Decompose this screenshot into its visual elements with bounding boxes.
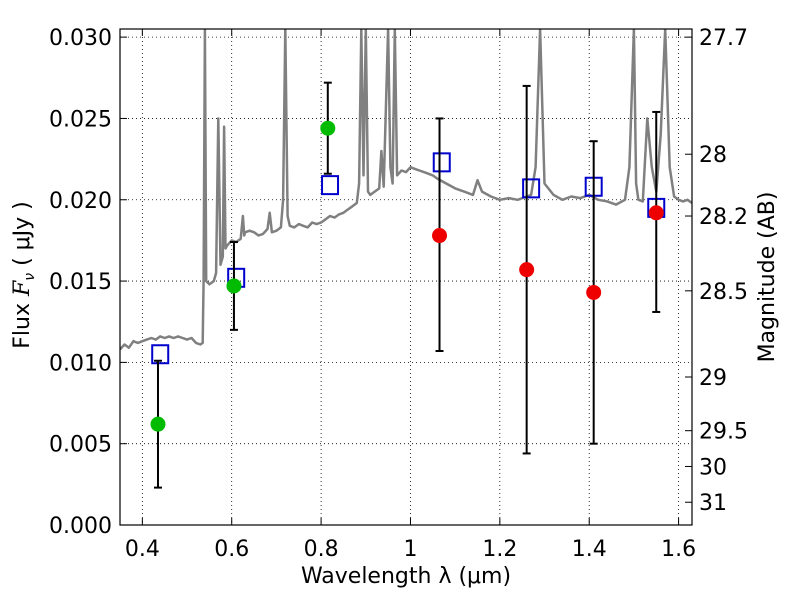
y-tick-label: 0.015 — [49, 270, 112, 295]
y2-tick-label: 27.7 — [699, 26, 748, 51]
model-photometry-square — [151, 344, 170, 365]
y-axis-label-symbol: F — [10, 280, 35, 297]
y2-tick-label: 28.5 — [699, 280, 748, 305]
model-photometry-square — [432, 152, 451, 173]
plot-inner — [120, 29, 692, 489]
model-photometry-square — [321, 175, 340, 196]
detection-point — [150, 416, 166, 432]
y2-tick-label: 31 — [699, 491, 727, 516]
x-tick-label: 1.4 — [572, 537, 607, 562]
y-tick-label: 0.020 — [49, 189, 112, 214]
x-axis-label: Wavelength λ (μm) — [301, 564, 511, 589]
detection-point — [320, 120, 336, 136]
plot-area — [120, 29, 692, 489]
x-tick-label: 1.6 — [661, 537, 696, 562]
x-tick-label: 1.2 — [482, 537, 517, 562]
y-tick-label: 0.010 — [49, 351, 112, 376]
y-axis-label: Flux Fν ( μJy ) — [10, 201, 38, 348]
y-axis-label-subscript: ν — [22, 273, 38, 281]
x-tick-label: 0.8 — [304, 537, 339, 562]
y-tick-label: 0.000 — [49, 514, 112, 539]
y-tick-label: 0.005 — [49, 433, 112, 458]
spectrum-line — [120, 29, 692, 351]
upper-limit-point — [648, 205, 664, 221]
axis-ticks: 0.4 0.6 0.8 1 1.2 1.4 1.6 0.000 0.005 0.010 0.015 0… — [49, 26, 748, 562]
plot-frame — [119, 28, 693, 526]
y-axis-label-main: Flux — [10, 296, 35, 349]
upper-limit-point — [519, 262, 535, 278]
x-tick-label: 0.4 — [125, 537, 160, 562]
y2-tick-label: 30 — [699, 455, 727, 480]
y2-tick-label: 29 — [699, 366, 727, 391]
y2-tick-label: 28.2 — [699, 205, 748, 230]
y2-axis-label: Magnitude (AB) — [755, 192, 780, 363]
y2-tick-label: 29.5 — [699, 420, 748, 445]
y-tick-label: 0.030 — [49, 26, 112, 51]
upper-limit-point — [432, 228, 448, 244]
detection-point — [226, 278, 242, 294]
x-tick-label: 1 — [403, 537, 417, 562]
upper-limit-point — [586, 284, 602, 300]
y-tick-label: 0.025 — [49, 107, 112, 132]
y2-tick-label: 28 — [699, 143, 727, 168]
y-axis-label-unit: ( μJy ) — [10, 201, 35, 273]
model-photometry-square — [522, 178, 541, 199]
x-tick-label: 0.6 — [214, 537, 249, 562]
